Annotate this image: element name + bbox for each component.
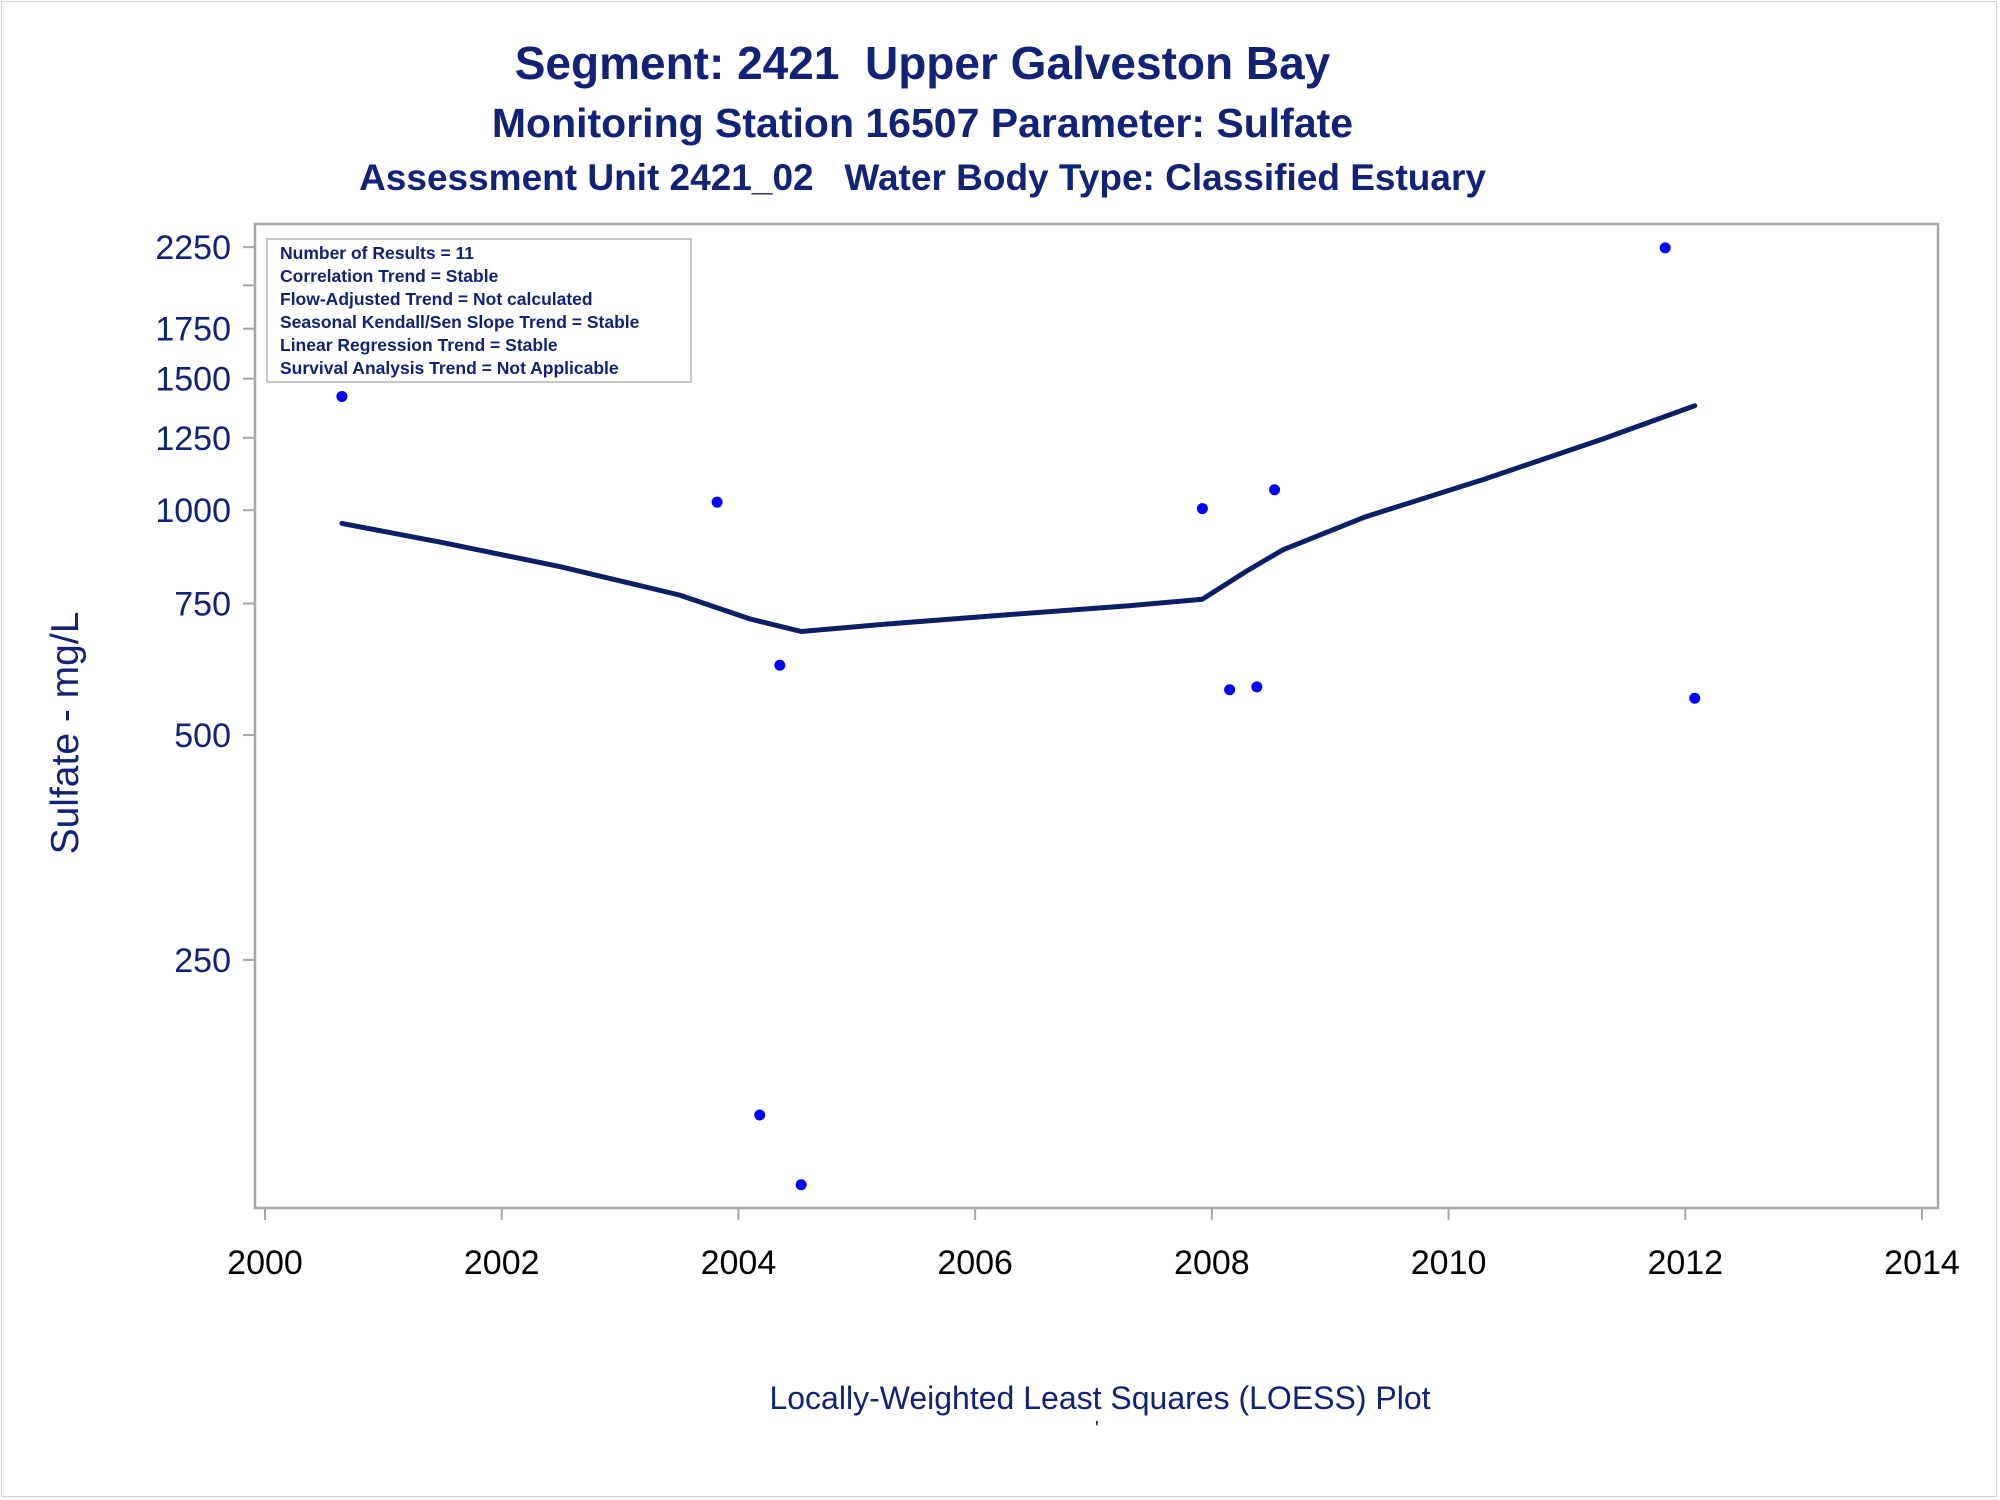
stats-inset-line: Number of Results = 11 xyxy=(280,243,474,263)
x-tick-label: 2010 xyxy=(1411,1244,1487,1282)
x-tick-label: 2004 xyxy=(701,1244,777,1282)
footnote: Locally-Weighted Least Squares (LOESS) P… xyxy=(769,1380,1431,1416)
data-point xyxy=(1689,692,1701,704)
x-tick-label: 2000 xyxy=(227,1244,303,1282)
y-tick-label: 500 xyxy=(174,717,231,755)
stats-inset-line: Flow-Adjusted Trend = Not calculated xyxy=(280,289,593,309)
x-tick-label: 2008 xyxy=(1174,1244,1250,1282)
y-tick-label: 1750 xyxy=(155,311,231,349)
y-tick-label: 1500 xyxy=(155,361,231,399)
data-point xyxy=(795,1179,807,1191)
plot-area-frame xyxy=(253,222,1940,1210)
data-point xyxy=(1659,242,1671,254)
y-tick-label: 2250 xyxy=(155,229,231,267)
stats-inset-line: Seasonal Kendall/Sen Slope Trend = Stabl… xyxy=(280,312,640,332)
y-tick-label: 1250 xyxy=(155,420,231,458)
chart-subtitle: Monitoring Station 16507 Parameter: Sulf… xyxy=(491,100,1354,146)
x-tick-label: 2002 xyxy=(464,1244,540,1282)
stats-inset-line: Linear Regression Trend = Stable xyxy=(280,335,558,355)
data-point xyxy=(1196,503,1208,515)
y-tick-label: 1000 xyxy=(155,492,231,530)
data-point xyxy=(1224,684,1236,696)
data-point xyxy=(336,390,348,402)
x-tick-label: 2012 xyxy=(1647,1244,1723,1282)
footnote-mark: ' xyxy=(1095,1418,1099,1440)
chart-title: Segment: 2421 Upper Galveston Bay xyxy=(514,37,1331,89)
data-point xyxy=(774,659,786,671)
stats-inset-box xyxy=(266,238,692,383)
chart-subtitle-2: Assessment Unit 2421_02 Water Body Type:… xyxy=(359,157,1486,198)
data-point xyxy=(711,496,723,508)
data-point xyxy=(754,1109,766,1121)
loess-line xyxy=(339,403,1698,634)
x-tick-label: 2014 xyxy=(1884,1244,1960,1282)
x-tick-label: 2006 xyxy=(937,1244,1013,1282)
y-tick-label: 250 xyxy=(174,942,231,980)
data-point xyxy=(1269,484,1281,496)
stats-inset-line: Survival Analysis Trend = Not Applicable xyxy=(280,358,619,378)
data-point xyxy=(1251,681,1263,693)
stats-inset-line: Correlation Trend = Stable xyxy=(280,266,499,286)
y-tick-label: 750 xyxy=(174,586,231,624)
